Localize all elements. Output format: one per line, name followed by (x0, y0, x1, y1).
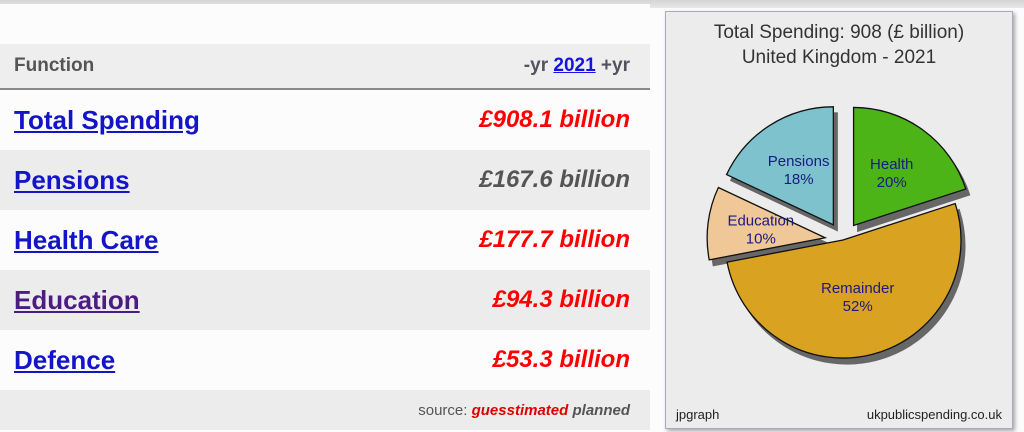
svg-text:Pensions: Pensions (768, 153, 830, 170)
svg-text:Health: Health (870, 156, 913, 173)
svg-text:10%: 10% (746, 231, 776, 248)
svg-text:Remainder: Remainder (821, 280, 894, 297)
svg-text:20%: 20% (877, 174, 907, 191)
svg-text:Education: Education (727, 213, 794, 230)
svg-text:18%: 18% (784, 171, 814, 188)
svg-text:52%: 52% (843, 298, 873, 315)
